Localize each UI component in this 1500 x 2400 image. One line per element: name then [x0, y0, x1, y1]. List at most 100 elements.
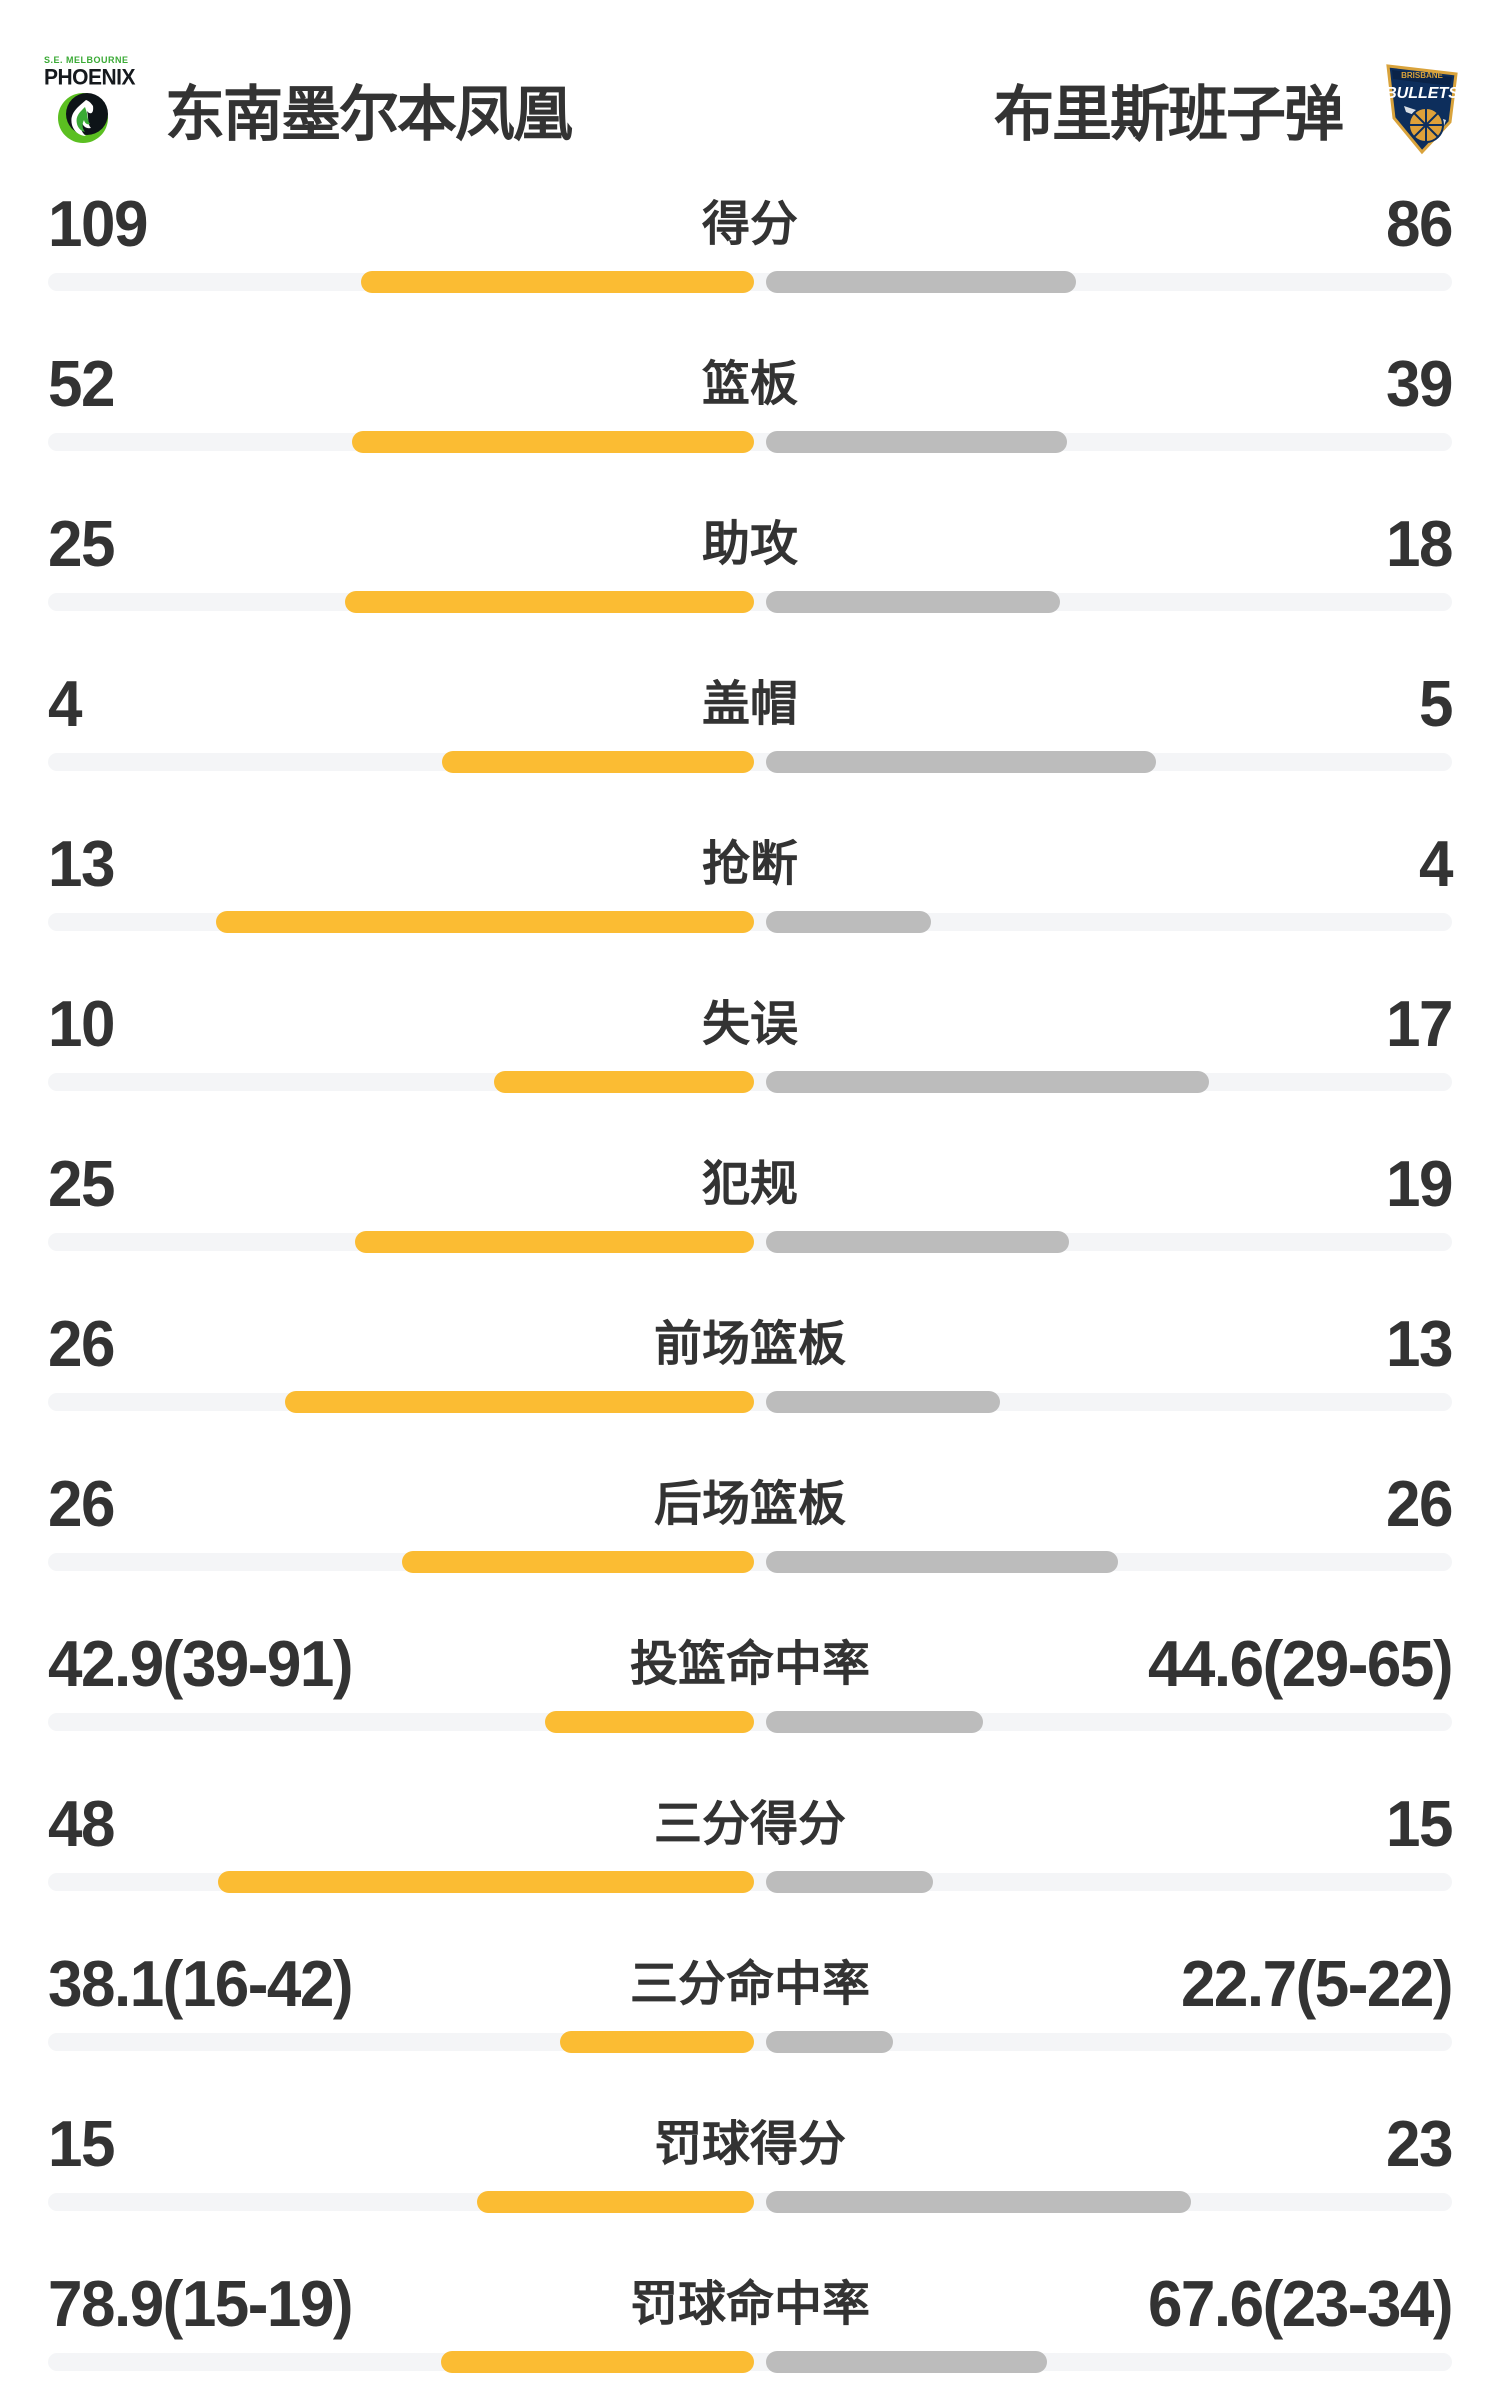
right-team-bar [766, 1071, 1209, 1093]
bullets-logo-city-text: BRISBANE [1401, 71, 1443, 80]
right-team-value: 67.6(23-34) [1147, 2268, 1454, 2341]
stat-row: 52 篮板 39 [48, 330, 1453, 490]
right-team-value: 22.7(5-22) [1180, 1948, 1454, 2021]
stat-label: 助攻 [701, 518, 799, 571]
right-team-bar [766, 1231, 1069, 1253]
stat-values-line: 109 得分 86 [48, 188, 1453, 261]
left-team-value: 78.9(15-19) [48, 2268, 354, 2341]
stat-bar-track [48, 1871, 1452, 1893]
left-team-value: 15 [48, 2108, 115, 2181]
stat-label: 犯规 [701, 1158, 799, 1211]
stat-bar-track [48, 911, 1452, 933]
stat-row: 48 三分得分 15 [48, 1770, 1453, 1930]
right-team-bar [766, 1871, 933, 1893]
stat-label: 三分命中率 [629, 1958, 871, 2011]
phoenix-logo-icon [58, 93, 108, 143]
stat-label: 三分得分 [653, 1798, 847, 1851]
right-team-bar [766, 591, 1060, 613]
right-team-bar [766, 1711, 983, 1733]
right-team-value: 15 [1386, 1788, 1453, 1861]
left-team-value: 52 [48, 348, 115, 421]
left-team-bar [352, 431, 754, 453]
stat-row: 10 失误 17 [48, 970, 1453, 1130]
stat-row: 25 助攻 18 [48, 490, 1453, 650]
left-team-bar [361, 271, 754, 293]
right-team-value: 86 [1386, 188, 1453, 261]
left-team-bar [402, 1551, 754, 1573]
stat-values-line: 78.9(15-19) 罚球命中率 67.6(23-34) [48, 2268, 1454, 2341]
stat-bar-track [48, 1391, 1452, 1413]
stat-values-line: 13 抢断 4 [48, 828, 1453, 901]
left-team-bar [442, 751, 754, 773]
left-team-bar [477, 2191, 754, 2213]
stat-values-line: 25 犯规 19 [48, 1148, 1453, 1221]
right-team-value: 44.6(29-65) [1147, 1628, 1454, 1701]
left-team-value: 25 [48, 508, 115, 581]
stat-values-line: 4 盖帽 5 [48, 668, 1453, 741]
stat-label: 抢断 [701, 838, 799, 891]
stat-bar-track [48, 1071, 1452, 1093]
left-team-bar [560, 2031, 754, 2053]
left-team-value: 13 [48, 828, 115, 901]
right-team-bar [766, 1551, 1118, 1573]
stat-row: 38.1(16-42) 三分命中率 22.7(5-22) [48, 1930, 1454, 2090]
right-team-name: 布里斯班子弹 [994, 81, 1344, 148]
right-team-bar [766, 1391, 1000, 1413]
stat-bar-track [48, 751, 1452, 773]
stat-values-line: 26 前场篮板 13 [48, 1308, 1453, 1381]
stat-bar-track [48, 1231, 1452, 1253]
left-team-value: 4 [48, 668, 82, 741]
right-team-bar [766, 2351, 1047, 2373]
stat-values-line: 38.1(16-42) 三分命中率 22.7(5-22) [48, 1948, 1454, 2021]
phoenix-logo-wordmark: PHOENIX [44, 65, 136, 90]
right-team-bar [766, 2031, 893, 2053]
stat-values-line: 48 三分得分 15 [48, 1788, 1453, 1861]
stat-values-line: 10 失误 17 [48, 988, 1453, 1061]
stat-bar-track [48, 2191, 1452, 2213]
stat-bar-track [48, 1711, 1452, 1733]
stat-bar-track [48, 271, 1452, 293]
stat-label: 前场篮板 [653, 1318, 847, 1371]
phoenix-logo: S.E. MELBOURNE PHOENIX [44, 55, 136, 149]
stat-row: 13 抢断 4 [48, 810, 1453, 970]
right-team-bar [766, 751, 1156, 773]
stat-row: 78.9(15-19) 罚球命中率 67.6(23-34) [48, 2250, 1454, 2400]
left-team-bar [216, 911, 754, 933]
stat-label: 罚球得分 [653, 2118, 847, 2171]
left-team-value: 38.1(16-42) [48, 1948, 354, 2021]
stat-bar-track [48, 2351, 1452, 2373]
bullets-logo-wordmark: BULLETS [1385, 85, 1459, 102]
stat-row: 26 后场篮板 26 [48, 1450, 1453, 1610]
right-team-bar [766, 271, 1076, 293]
stat-values-line: 25 助攻 18 [48, 508, 1453, 581]
stat-row: 26 前场篮板 13 [48, 1290, 1453, 1450]
stat-row: 109 得分 86 [48, 170, 1453, 330]
right-team-value: 19 [1386, 1148, 1453, 1221]
right-team-value: 13 [1386, 1308, 1453, 1381]
stat-label: 投篮命中率 [629, 1638, 871, 1691]
stat-values-line: 52 篮板 39 [48, 348, 1453, 421]
left-team-bar [218, 1871, 754, 1893]
right-team-bar [766, 431, 1067, 453]
left-team-value: 26 [48, 1308, 115, 1381]
right-team-value: 17 [1386, 988, 1453, 1061]
right-team-value: 18 [1386, 508, 1453, 581]
right-team-value: 26 [1386, 1468, 1453, 1541]
stat-bar-track [48, 1551, 1452, 1573]
right-team-bar [766, 2191, 1191, 2213]
match-header: S.E. MELBOURNE PHOENIX 东南墨尔本凤凰 布里斯班子弹 BR… [0, 0, 1500, 180]
left-team-value: 10 [48, 988, 115, 1061]
left-team-value: 25 [48, 1148, 115, 1221]
stat-bar-track [48, 431, 1452, 453]
phoenix-logo-subtext: S.E. MELBOURNE [44, 55, 129, 65]
stat-values-line: 42.9(39-91) 投篮命中率 44.6(29-65) [48, 1628, 1454, 1701]
stat-label: 篮板 [701, 358, 799, 411]
left-team-bar [285, 1391, 754, 1413]
bullets-logo-icon: BRISBANE BULLETS [1385, 64, 1459, 155]
stat-row: 42.9(39-91) 投篮命中率 44.6(29-65) [48, 1610, 1454, 1770]
left-team-value: 42.9(39-91) [48, 1628, 354, 1701]
left-team-name: 东南墨尔本凤凰 [165, 81, 573, 148]
stat-bar-track [48, 591, 1452, 613]
stat-label: 盖帽 [701, 678, 799, 731]
